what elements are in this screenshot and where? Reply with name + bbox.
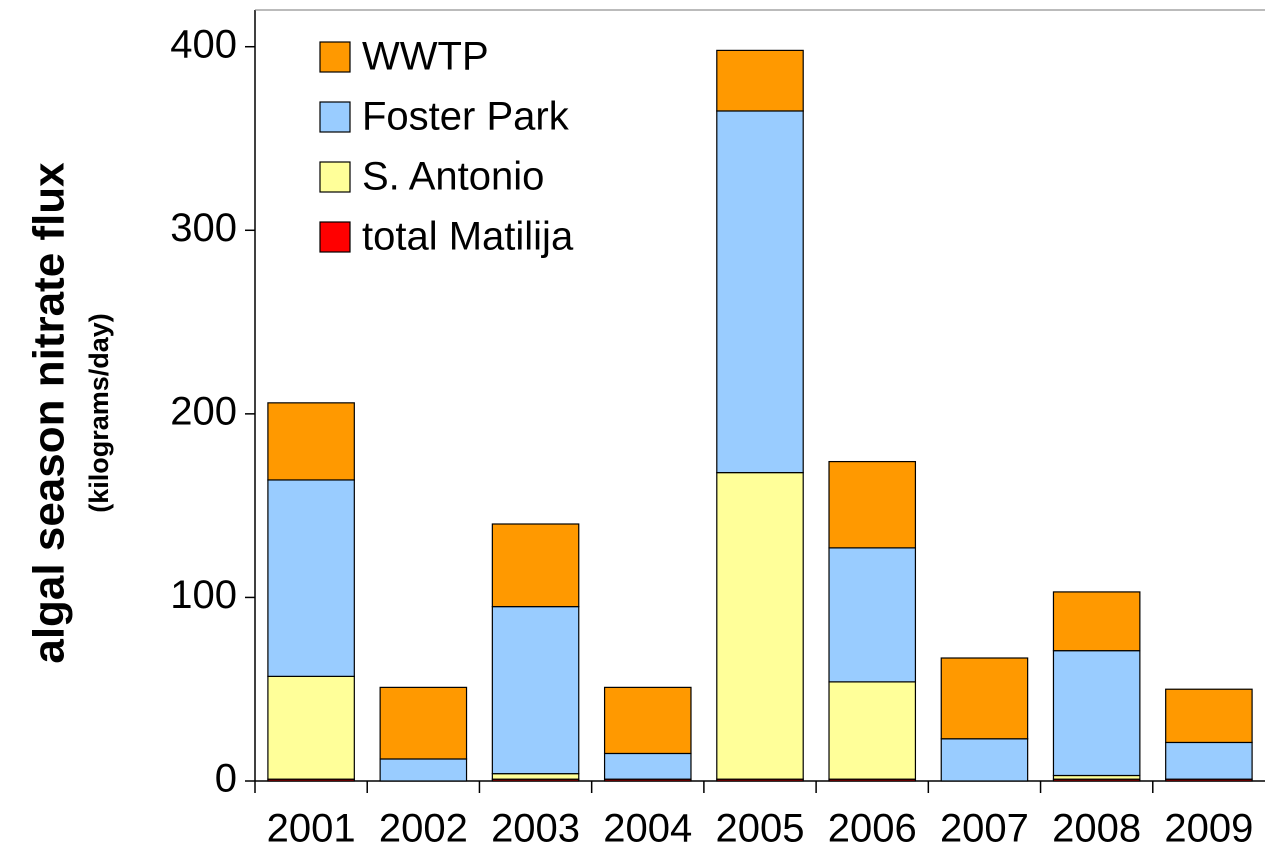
bar-segment (1165, 741, 1253, 780)
x-tick-label: 2009 (1164, 807, 1253, 851)
legend-label: total Matilija (362, 215, 574, 259)
x-tick-label: 2008 (1052, 807, 1141, 851)
legend-label: Foster Park (362, 95, 570, 139)
y-tick-label: 300 (170, 206, 237, 250)
legend-swatch (319, 41, 351, 73)
y-tick-label: 200 (170, 389, 237, 433)
x-tick-label: 2007 (940, 807, 1029, 851)
bar-segment (828, 681, 917, 780)
y-tick-label: 100 (170, 573, 237, 617)
legend-label: WWTP (362, 35, 489, 79)
bar-segment (491, 773, 580, 780)
bar-segment (1052, 591, 1141, 652)
x-tick-label: 2006 (828, 807, 917, 851)
bar-segment (940, 657, 1029, 740)
bar-segment (716, 472, 804, 780)
y-tick-label: 0 (215, 757, 237, 801)
bar-segment (940, 738, 1029, 782)
bar-segment (716, 49, 804, 112)
legend-swatch (319, 161, 351, 193)
bar-segment (828, 547, 917, 683)
bar-segment (491, 523, 580, 608)
x-tick-label: 2002 (379, 807, 468, 851)
bar-segment (379, 686, 468, 760)
y-axis-title: algal season nitrate flux (25, 162, 74, 664)
bar-segment (603, 686, 692, 755)
x-tick-label: 2004 (603, 807, 692, 851)
legend-swatch (319, 221, 351, 253)
bar-segment (603, 752, 692, 780)
legend-label: S. Antonio (362, 155, 544, 199)
x-tick-label: 2001 (267, 807, 356, 851)
bar-segment (1052, 650, 1141, 777)
bar-segment (267, 479, 355, 677)
y-axis-unit: (kilograms/day) (84, 313, 114, 513)
legend-swatch (319, 101, 351, 133)
bar-segment (491, 606, 580, 775)
bar-segment (267, 675, 355, 780)
bar-segment (828, 460, 917, 549)
y-tick-label: 400 (170, 22, 237, 66)
bar-segment (1165, 688, 1253, 744)
bar-segment (716, 110, 804, 474)
bar-segment (379, 758, 468, 782)
x-tick-label: 2005 (716, 807, 805, 851)
x-tick-label: 2003 (491, 807, 580, 851)
bar-segment (267, 402, 355, 481)
